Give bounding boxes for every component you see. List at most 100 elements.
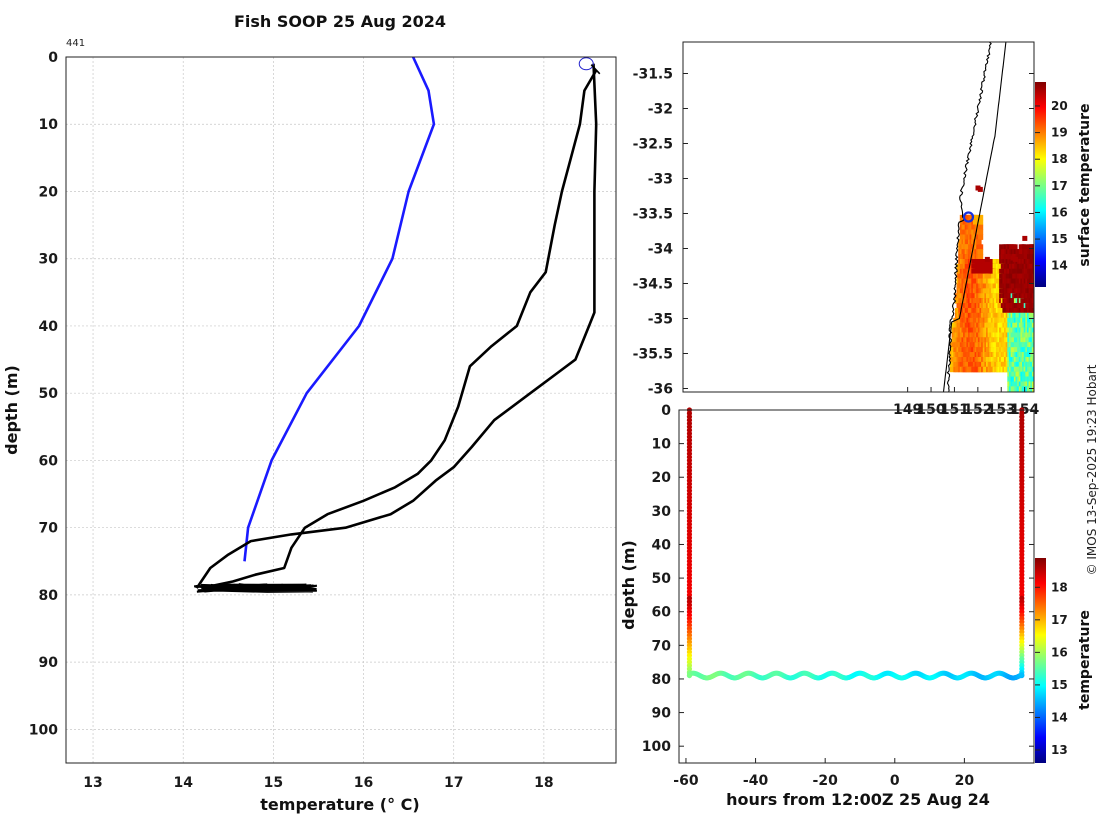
sst-cell [994, 312, 1000, 319]
map-y-tick-label: -34 [648, 242, 674, 258]
map-panel: -31.5 -32 -32.5 -33 -33.5 -34 -34.5 -35 -35.5 -36… [633, 41, 1093, 418]
sst-cell [1031, 303, 1034, 309]
sst-cell [1035, 337, 1040, 342]
sst-cell [958, 293, 964, 299]
sst-cell [964, 259, 971, 265]
sst-cell [977, 234, 984, 240]
time-depth-y-tick-label: 0 [661, 403, 671, 419]
sst-cell [999, 283, 1005, 289]
sst-cell [1031, 244, 1034, 250]
sst-cell [1035, 372, 1040, 377]
sst-cell [987, 263, 994, 270]
sst-cell [1031, 381, 1034, 387]
isobath-line [942, 42, 1007, 392]
profile-series-climatology [243, 56, 436, 562]
sst-cell [968, 327, 974, 333]
time-depth-x-tick-label: -40 [743, 773, 769, 789]
sst-cell [977, 244, 984, 250]
sst-cell [1031, 366, 1034, 373]
sst-cell [986, 347, 992, 353]
profile-y-tick-label: 50 [39, 386, 59, 402]
sst-cell [977, 254, 984, 260]
sst-cell [1030, 259, 1034, 265]
profile-panel: 13 14 15 16 17 18 0 10 20 30 40 50 60 70 80 90 100 tempe… [2, 50, 617, 814]
sst-cell [1000, 357, 1007, 363]
sst-cell [977, 186, 983, 192]
sst-cell [969, 352, 975, 358]
time-depth-x-tick-label: 20 [955, 773, 975, 789]
time-depth-colorbar-tick-label: 16 [1051, 645, 1068, 659]
sst-cell [1027, 332, 1033, 338]
map-y-tick-label: -34.5 [633, 277, 673, 293]
profile-x-tick-label: 14 [173, 775, 193, 791]
time-depth-axes-frame [678, 409, 1035, 764]
sst-cell [954, 366, 961, 373]
sst-cell [1035, 367, 1040, 372]
sst-cell [977, 224, 984, 231]
sst-cell [1031, 249, 1034, 255]
time-depth-y-tick-label: 60 [652, 605, 672, 621]
sst-cell [1031, 352, 1034, 358]
time-depth-y-tick-label: 80 [652, 672, 672, 688]
sst-cell [989, 366, 995, 373]
sst-cell [959, 234, 966, 240]
sst-cell [1035, 313, 1040, 318]
time-depth-colorbar-tick-label: 14 [1051, 710, 1068, 724]
sst-cell [977, 229, 984, 235]
sst-cell [984, 256, 990, 262]
sst-cell [969, 317, 975, 324]
sst-cell [971, 259, 977, 265]
time-depth-colorbar-tick-label: 15 [1051, 678, 1068, 692]
sst-cell [1012, 256, 1018, 262]
profile-id-label: 441 [66, 38, 85, 49]
time-depth-y-tick-label: 70 [652, 638, 672, 654]
sst-cell [977, 249, 984, 255]
sst-cell [1005, 283, 1012, 289]
sst-cell [1035, 357, 1040, 362]
sst-cell [1035, 362, 1040, 367]
sst-cell [972, 317, 979, 324]
sst-cell [976, 239, 982, 245]
map-y-tick-label: -35.5 [633, 347, 673, 363]
profile-x-tick-label: 18 [534, 775, 553, 791]
sst-cell [979, 273, 985, 280]
sst-cell [984, 308, 990, 314]
time-depth-y-tick-label: 30 [652, 504, 672, 520]
time-depth-x-tick-label: -60 [673, 773, 699, 789]
sst-cell [1013, 337, 1020, 343]
sst-cell [972, 278, 979, 284]
map-y-tick-label: -33.5 [633, 207, 673, 223]
credit-text: © IMOS 13-Sep-2025 19:23 Hobart [1085, 364, 1099, 575]
sst-cell [1031, 327, 1034, 333]
map-y-tick-label: -33 [648, 172, 673, 188]
profile-y-tick-label: 40 [39, 319, 59, 335]
profile-x-tick-label: 15 [264, 775, 283, 791]
sst-cell [1012, 244, 1018, 250]
sst-cell [1018, 254, 1025, 260]
sst-cell [968, 249, 974, 255]
sst-cell [968, 308, 974, 314]
sst-cell [1035, 333, 1040, 338]
sst-cell [1020, 381, 1026, 387]
sst-cell [1035, 308, 1040, 313]
profile-series-profile-warm [195, 63, 598, 589]
profile-bottom-scribble [194, 583, 318, 593]
sst-cell [961, 249, 967, 255]
sst-cell [1035, 318, 1040, 323]
sst-cell [1031, 298, 1034, 304]
sst-cell [1031, 347, 1034, 353]
time-depth-y-tick-label: 20 [652, 470, 672, 486]
sst-cell [992, 342, 998, 348]
map-colorbar-label: surface temperature [1077, 103, 1093, 266]
sst-cell [977, 214, 984, 221]
sst-cell [1022, 244, 1028, 250]
sst-cell [997, 308, 1003, 314]
sst-heatmap [950, 185, 1040, 392]
time-depth-y-tick-label: 10 [652, 437, 672, 453]
profile-axes-frame [65, 56, 617, 764]
time-depth-y-tick-label: 50 [652, 571, 672, 587]
sst-cell [1012, 322, 1018, 329]
sst-cell [1023, 254, 1030, 260]
sst-cell [1007, 317, 1013, 324]
sst-cell [1035, 386, 1040, 391]
